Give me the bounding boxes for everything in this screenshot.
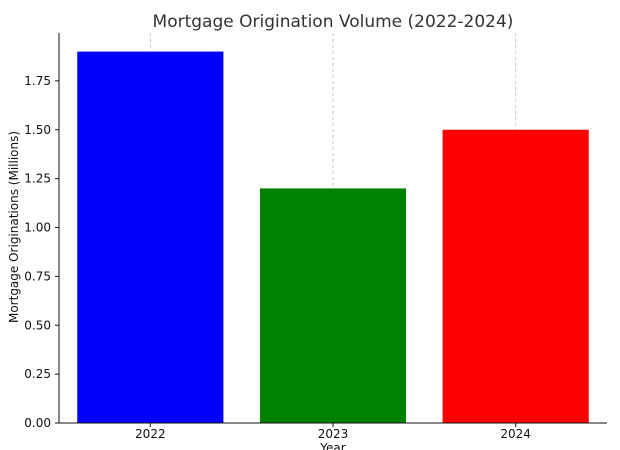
y-tick-label-1: 0.25 <box>24 367 51 381</box>
y-ticks: 0.00 0.25 0.50 0.75 1.00 1.25 1.50 1.75 <box>24 74 59 430</box>
x-ticks: 2022 2023 2024 <box>135 423 531 441</box>
y-tick-label-5: 1.25 <box>24 172 51 186</box>
y-tick-label-3: 0.75 <box>24 269 51 283</box>
bar-2023 <box>259 188 407 423</box>
y-tick-label-4: 1.00 <box>24 221 51 235</box>
y-tick-label-6: 1.50 <box>24 123 51 137</box>
bars <box>77 51 589 424</box>
x-tick-label-2022: 2022 <box>135 427 166 441</box>
chart-title: Mortgage Origination Volume (2022-2024) <box>153 12 514 32</box>
y-tick-label-2: 0.50 <box>24 318 51 332</box>
y-tick-label-0: 0.00 <box>24 416 51 430</box>
bar-2024 <box>442 129 589 424</box>
x-tick-label-2023: 2023 <box>318 427 349 441</box>
y-axis-label: Mortgage Originations (Millions) <box>7 131 21 323</box>
y-tick-label-7: 1.75 <box>24 74 51 88</box>
x-axis-label: Year <box>319 441 345 450</box>
bar-2022 <box>77 51 224 423</box>
x-tick-label-2024: 2024 <box>500 427 531 441</box>
